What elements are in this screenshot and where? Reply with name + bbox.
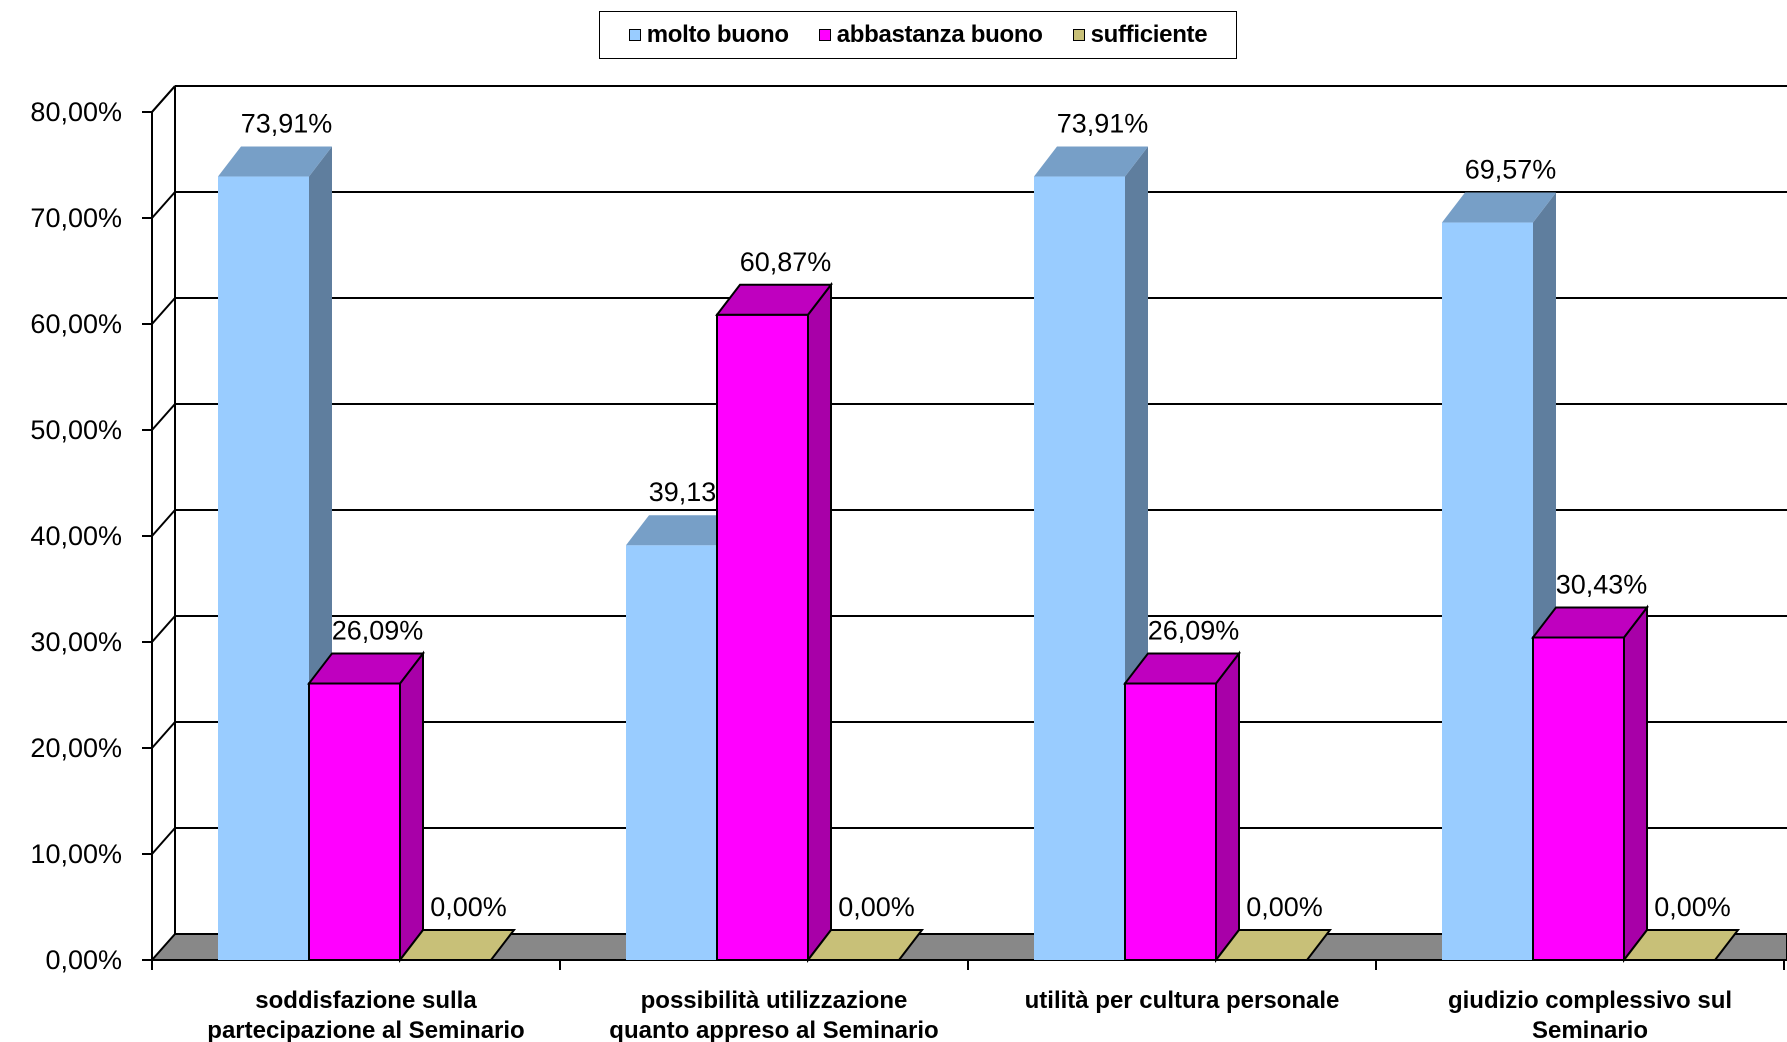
bar-abbastanza-buono-2: [1124, 682, 1217, 961]
data-label: 69,57%: [1465, 155, 1557, 185]
legend-label-molto-buono: molto buono: [646, 21, 789, 48]
gridline-side-70: [151, 191, 176, 219]
y-tick-label: 0,00%: [45, 945, 122, 975]
bar-molto-buono-1-top: [626, 515, 740, 546]
bar-molto-buono-3: [1442, 222, 1533, 961]
legend-swatch-sufficiente: [1072, 29, 1085, 41]
data-label: 0,00%: [1654, 892, 1731, 922]
legend-item-abbastanza-buono: abbastanza buono: [818, 21, 1043, 49]
data-label: 30,43%: [1556, 569, 1648, 599]
y-tick-label: 10,00%: [30, 839, 122, 869]
gridline-side-60: [151, 297, 176, 325]
bar-molto-buono-2: [1034, 176, 1125, 960]
legend-label-sufficiente: sufficiente: [1090, 21, 1208, 48]
data-label: 0,00%: [430, 892, 507, 922]
y-tick-label: 20,00%: [30, 733, 122, 763]
legend: molto buono abbastanza buono sufficiente: [599, 11, 1237, 59]
y-tick-label: 80,00%: [30, 97, 122, 127]
data-label: 60,87%: [740, 247, 832, 277]
bar-sufficiente-3: [1621, 929, 1741, 961]
bar-molto-buono-2-top: [1034, 146, 1148, 177]
y-tick-label: 50,00%: [30, 415, 122, 445]
bar-sufficiente-2: [1213, 929, 1333, 961]
x-tick-label: Seminario: [1532, 1017, 1648, 1042]
bar-molto-buono-0-top: [218, 146, 332, 177]
y-tick-label: 70,00%: [30, 203, 122, 233]
bar-abbastanza-buono-1: [716, 313, 809, 961]
data-label: 26,09%: [332, 615, 424, 645]
bar-abbastanza-buono-0-side: [399, 650, 424, 963]
x-tick-label: partecipazione al Seminario: [207, 1017, 524, 1042]
bar-abbastanza-buono-3: [1532, 636, 1625, 962]
data-label: 0,00%: [1246, 892, 1323, 922]
bar-sufficiente-0: [397, 929, 517, 961]
y-tick-label: 30,00%: [30, 627, 122, 657]
x-tick-label: possibilità utilizzazione: [641, 987, 908, 1014]
data-label: 0,00%: [838, 892, 915, 922]
wall-edge-top: [151, 85, 176, 113]
data-label: 26,09%: [1148, 615, 1240, 645]
bar-molto-buono-1: [626, 545, 717, 960]
bar-abbastanza-buono-1-side: [807, 281, 832, 963]
bar-abbastanza-buono-0-top: [306, 652, 426, 685]
bar-abbastanza-buono-1-top: [714, 283, 834, 316]
legend-item-sufficiente: sufficiente: [1072, 21, 1208, 49]
bar-abbastanza-buono-0: [308, 682, 401, 961]
data-label: 73,91%: [1057, 109, 1149, 139]
bar-abbastanza-buono-2-side: [1215, 650, 1240, 963]
bar-molto-buono-0: [218, 176, 309, 960]
gridline-side-50: [151, 403, 176, 431]
x-tick-label: soddisfazione sulla: [255, 987, 477, 1014]
x-tick-label: utilità per cultura personale: [1025, 987, 1340, 1014]
y-tick-label: 40,00%: [30, 521, 122, 551]
gridline-side-40: [151, 509, 176, 537]
y-tick-label: 60,00%: [30, 309, 122, 339]
legend-swatch-molto-buono: [628, 29, 641, 41]
gridline-side-30: [151, 615, 176, 643]
gridline-side-10: [151, 827, 176, 855]
bar-abbastanza-buono-2-top: [1122, 652, 1242, 685]
bar-sufficiente-1: [805, 929, 925, 961]
bar-abbastanza-buono-3-top: [1530, 606, 1650, 639]
bar-molto-buono-3-top: [1442, 192, 1556, 223]
legend-swatch-abbastanza-buono: [818, 29, 831, 41]
legend-label-abbastanza-buono: abbastanza buono: [836, 21, 1043, 48]
gridline-side-20: [151, 721, 176, 749]
bar-abbastanza-buono-3-side: [1623, 604, 1648, 963]
x-tick-label: quanto appreso al Seminario: [609, 1017, 938, 1042]
legend-item-molto-buono: molto buono: [628, 21, 789, 49]
data-label: 73,91%: [241, 109, 333, 139]
x-tick-label: giudizio complessivo sul: [1448, 987, 1732, 1014]
